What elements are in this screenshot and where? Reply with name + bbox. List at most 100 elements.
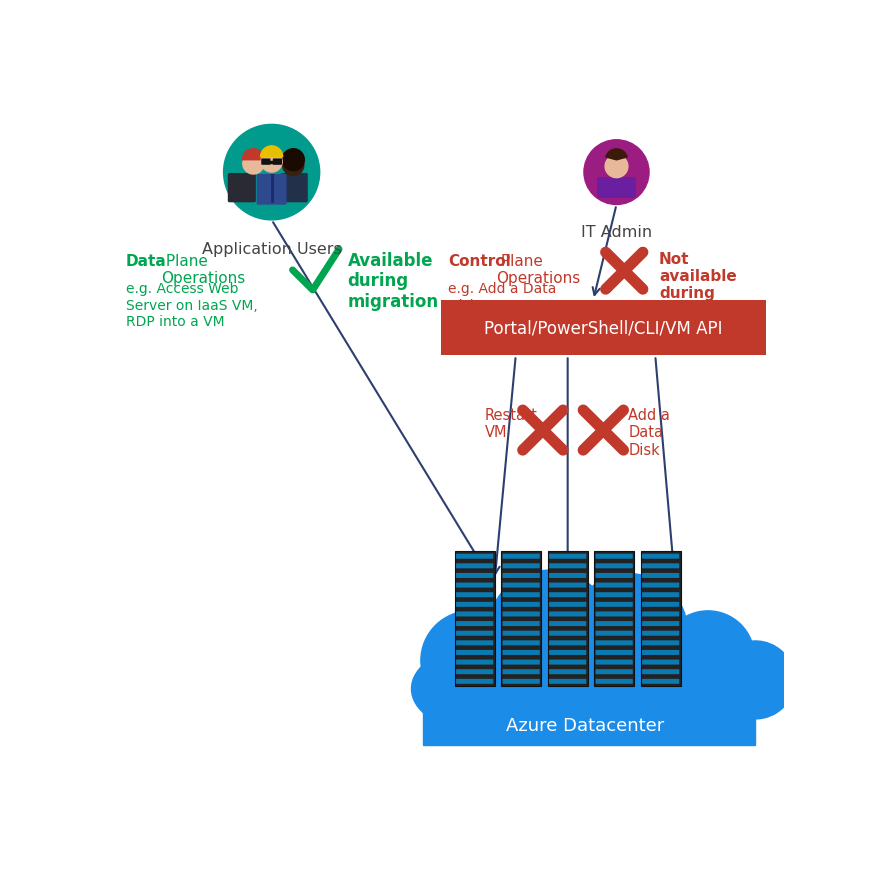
FancyBboxPatch shape: [503, 583, 540, 588]
FancyBboxPatch shape: [642, 669, 679, 674]
Text: Plane
Operations: Plane Operations: [496, 253, 581, 286]
FancyBboxPatch shape: [548, 552, 588, 687]
FancyBboxPatch shape: [596, 660, 632, 665]
Circle shape: [261, 152, 282, 173]
FancyBboxPatch shape: [596, 564, 632, 568]
Circle shape: [224, 125, 320, 221]
FancyBboxPatch shape: [549, 622, 586, 626]
FancyBboxPatch shape: [456, 631, 493, 636]
Text: Application Users: Application Users: [202, 242, 341, 257]
FancyBboxPatch shape: [596, 554, 632, 559]
FancyBboxPatch shape: [640, 552, 681, 687]
FancyBboxPatch shape: [503, 602, 540, 607]
FancyBboxPatch shape: [596, 650, 632, 655]
Circle shape: [243, 153, 264, 175]
FancyBboxPatch shape: [549, 650, 586, 655]
FancyBboxPatch shape: [503, 622, 540, 626]
FancyBboxPatch shape: [456, 640, 493, 645]
FancyBboxPatch shape: [642, 612, 679, 617]
Text: Azure Datacenter: Azure Datacenter: [506, 717, 665, 734]
FancyBboxPatch shape: [503, 554, 540, 559]
FancyBboxPatch shape: [596, 640, 632, 645]
FancyBboxPatch shape: [456, 660, 493, 665]
FancyBboxPatch shape: [549, 564, 586, 568]
FancyBboxPatch shape: [549, 612, 586, 617]
FancyBboxPatch shape: [503, 660, 540, 665]
Text: Data: Data: [126, 253, 166, 268]
FancyBboxPatch shape: [596, 583, 632, 588]
FancyBboxPatch shape: [273, 160, 282, 166]
Circle shape: [488, 570, 612, 695]
FancyBboxPatch shape: [642, 650, 679, 655]
Ellipse shape: [441, 631, 738, 729]
FancyBboxPatch shape: [441, 301, 766, 356]
FancyBboxPatch shape: [456, 554, 493, 559]
FancyBboxPatch shape: [456, 612, 493, 617]
Text: IT Admin: IT Admin: [581, 225, 652, 240]
FancyBboxPatch shape: [456, 602, 493, 607]
FancyBboxPatch shape: [596, 602, 632, 607]
FancyBboxPatch shape: [596, 631, 632, 636]
Circle shape: [571, 574, 688, 691]
FancyBboxPatch shape: [456, 679, 493, 684]
FancyBboxPatch shape: [456, 669, 493, 674]
FancyBboxPatch shape: [503, 631, 540, 636]
FancyBboxPatch shape: [455, 552, 495, 687]
FancyBboxPatch shape: [549, 554, 586, 559]
FancyBboxPatch shape: [503, 679, 540, 684]
FancyBboxPatch shape: [456, 564, 493, 568]
Circle shape: [421, 611, 521, 710]
FancyBboxPatch shape: [549, 669, 586, 674]
FancyBboxPatch shape: [280, 174, 307, 203]
FancyBboxPatch shape: [596, 679, 632, 684]
FancyBboxPatch shape: [596, 612, 632, 617]
Text: Available
during
migration: Available during migration: [348, 252, 439, 311]
FancyBboxPatch shape: [549, 660, 586, 665]
Wedge shape: [242, 150, 265, 160]
FancyBboxPatch shape: [503, 640, 540, 645]
FancyBboxPatch shape: [257, 175, 287, 205]
Circle shape: [283, 155, 304, 176]
FancyBboxPatch shape: [456, 622, 493, 626]
FancyBboxPatch shape: [642, 554, 679, 559]
FancyBboxPatch shape: [549, 602, 586, 607]
Text: e.g. Access Web
Server on IaaS VM,
RDP into a VM: e.g. Access Web Server on IaaS VM, RDP i…: [126, 282, 258, 329]
FancyBboxPatch shape: [594, 552, 634, 687]
FancyBboxPatch shape: [423, 679, 755, 745]
FancyBboxPatch shape: [501, 552, 541, 687]
FancyBboxPatch shape: [642, 631, 679, 636]
FancyBboxPatch shape: [642, 602, 679, 607]
FancyBboxPatch shape: [261, 160, 271, 166]
FancyBboxPatch shape: [642, 660, 679, 665]
FancyBboxPatch shape: [228, 174, 256, 203]
FancyBboxPatch shape: [596, 622, 632, 626]
FancyBboxPatch shape: [503, 593, 540, 597]
FancyBboxPatch shape: [549, 679, 586, 684]
Circle shape: [605, 156, 628, 178]
FancyBboxPatch shape: [596, 669, 632, 674]
FancyBboxPatch shape: [549, 593, 586, 597]
FancyBboxPatch shape: [642, 574, 679, 578]
Text: Control: Control: [449, 253, 511, 268]
Ellipse shape: [652, 645, 763, 716]
FancyBboxPatch shape: [456, 574, 493, 578]
Wedge shape: [260, 146, 283, 158]
FancyBboxPatch shape: [596, 593, 632, 597]
Circle shape: [716, 641, 794, 719]
Circle shape: [282, 150, 304, 172]
FancyBboxPatch shape: [642, 564, 679, 568]
Text: e.g. Add a Data
Disk, Restart a VM: e.g. Add a Data Disk, Restart a VM: [449, 282, 576, 312]
FancyBboxPatch shape: [503, 650, 540, 655]
FancyBboxPatch shape: [642, 583, 679, 588]
FancyBboxPatch shape: [549, 631, 586, 636]
FancyBboxPatch shape: [503, 564, 540, 568]
Text: Restart
VM: Restart VM: [485, 408, 537, 440]
FancyBboxPatch shape: [642, 679, 679, 684]
Text: Add a
Data
Disk: Add a Data Disk: [628, 408, 670, 457]
FancyBboxPatch shape: [456, 583, 493, 588]
FancyBboxPatch shape: [596, 574, 632, 578]
FancyBboxPatch shape: [549, 640, 586, 645]
FancyBboxPatch shape: [642, 593, 679, 597]
FancyBboxPatch shape: [503, 612, 540, 617]
FancyBboxPatch shape: [642, 640, 679, 645]
